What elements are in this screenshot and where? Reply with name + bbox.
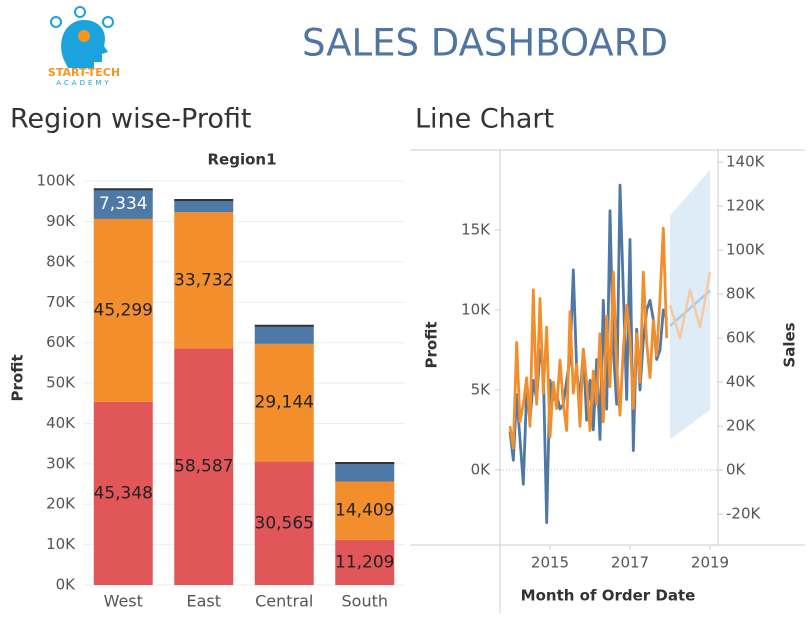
y2-tick-label: 0K (726, 461, 747, 479)
y2-tick-label: 100K (726, 241, 766, 259)
data-label: 33,732 (174, 270, 233, 290)
y2-axis-label: Sales (781, 322, 799, 367)
logo: START-TECH ACADEMY (48, 6, 120, 87)
y-tick-label: 20K (46, 495, 76, 513)
bar-segment (174, 212, 234, 349)
logo-dot (78, 30, 90, 42)
y2-tick-label: 120K (726, 197, 766, 215)
y-tick-label: 100K (37, 172, 77, 190)
bar-segment (93, 401, 153, 585)
y-tick-label: 15K (461, 220, 491, 238)
x-tick-label: East (186, 592, 221, 611)
y2-tick-label: 140K (726, 153, 766, 171)
y2-tick-label: -20K (726, 505, 761, 523)
bar-segment (254, 325, 314, 344)
bar-segment (174, 200, 234, 213)
x-axis-label: Month of Order Date (521, 587, 696, 605)
logo-bulb (102, 16, 114, 28)
bar-segment (93, 189, 153, 219)
data-label: 29,144 (255, 393, 314, 413)
y-axis-label: Profit (9, 355, 27, 402)
line (508, 226, 669, 450)
data-label: 14,409 (335, 501, 394, 521)
data-label: 7,334 (99, 194, 148, 214)
line (668, 271, 712, 340)
y-tick-label: 40K (46, 414, 76, 432)
bar-segment (254, 343, 314, 462)
y-tick-label: 70K (46, 293, 76, 311)
bar-segment (93, 218, 153, 402)
x-tick-label: 2017 (611, 554, 649, 572)
x-tick-label: Central (255, 592, 313, 611)
data-label: 45,348 (94, 483, 153, 503)
y-tick-label: 30K (46, 454, 76, 472)
bar-segment (335, 539, 395, 585)
line (508, 183, 669, 525)
frame (410, 149, 805, 613)
bar-segment (254, 461, 314, 585)
x-tick-label: South (342, 592, 389, 611)
y-tick-label: 0K (471, 460, 492, 478)
logo-subtext: ACADEMY (56, 79, 111, 87)
bar-segment (174, 348, 234, 585)
y-tick-label: 10K (46, 535, 76, 553)
x-tick-label: 2019 (691, 554, 729, 572)
y-tick-label: 90K (46, 212, 76, 230)
bar-segment (335, 462, 395, 482)
y-axis-label: Profit (423, 322, 441, 369)
y2-tick-label: 20K (726, 417, 756, 435)
line (669, 289, 711, 327)
logo-head (61, 20, 108, 68)
y2-tick-label: 40K (726, 373, 756, 391)
y-tick-label: 80K (46, 252, 76, 270)
y-tick-label: 0K (56, 576, 77, 594)
data-label: 30,565 (255, 513, 314, 533)
chart-title: Line Chart (415, 104, 554, 135)
forecast-band (670, 169, 710, 440)
dashboard-title: SALES DASHBOARD (302, 22, 668, 65)
logo-bulb (74, 6, 86, 18)
y-tick-label: 60K (46, 333, 76, 351)
y-tick-label: 50K (46, 374, 76, 392)
x-tick-label: West (104, 592, 143, 611)
y-tick-label: 10K (461, 300, 491, 318)
data-label: 45,299 (94, 300, 153, 320)
data-label: 11,209 (335, 552, 394, 572)
x-tick-label: 2015 (531, 554, 569, 572)
column-header: Region1 (207, 151, 276, 169)
y2-tick-label: 80K (726, 285, 756, 303)
bar-segment (335, 481, 395, 540)
logo-text: START-TECH (48, 66, 120, 79)
data-label: 58,587 (174, 457, 233, 477)
logo-bulb (50, 16, 62, 28)
y-tick-label: 5K (471, 380, 492, 398)
chart-title: Region wise-Profit (10, 104, 251, 135)
y2-tick-label: 60K (726, 329, 756, 347)
